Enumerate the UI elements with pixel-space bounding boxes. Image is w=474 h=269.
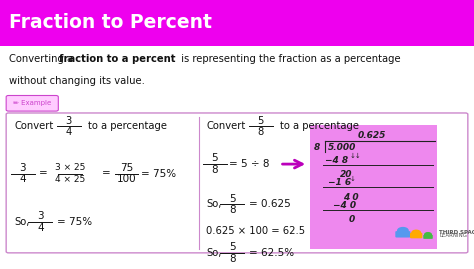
- Text: THIRD SPACE: THIRD SPACE: [439, 230, 474, 235]
- Text: 8: 8: [314, 143, 320, 153]
- Text: 5.000: 5.000: [328, 143, 356, 153]
- Text: −4 0: −4 0: [333, 201, 356, 210]
- Text: 5: 5: [257, 115, 264, 126]
- Text: 4: 4: [37, 223, 44, 233]
- Text: 4 × 25: 4 × 25: [55, 175, 85, 184]
- Text: ↓↓: ↓↓: [350, 153, 362, 159]
- FancyBboxPatch shape: [0, 0, 474, 46]
- Text: = 75%: = 75%: [57, 217, 92, 227]
- FancyBboxPatch shape: [410, 233, 422, 238]
- Text: LEARNING: LEARNING: [439, 233, 467, 238]
- Text: So,: So,: [206, 199, 221, 210]
- Text: =: =: [102, 168, 110, 179]
- Text: to a percentage: to a percentage: [280, 121, 359, 132]
- Text: 3: 3: [19, 162, 26, 173]
- FancyBboxPatch shape: [6, 95, 58, 111]
- Text: Convert: Convert: [14, 121, 54, 132]
- Text: =: =: [39, 168, 47, 179]
- Text: So,: So,: [206, 248, 221, 258]
- Text: 4 0: 4 0: [343, 193, 358, 202]
- Circle shape: [412, 230, 420, 235]
- Text: ↓: ↓: [350, 176, 356, 182]
- Circle shape: [398, 228, 408, 233]
- FancyBboxPatch shape: [395, 231, 410, 238]
- Text: −1 6: −1 6: [328, 178, 352, 187]
- Circle shape: [425, 233, 431, 236]
- Text: 3 × 25: 3 × 25: [55, 163, 85, 172]
- Text: 8: 8: [229, 205, 236, 215]
- Text: 0.625: 0.625: [358, 131, 386, 140]
- Text: 100: 100: [117, 174, 137, 185]
- Text: 3: 3: [65, 115, 72, 126]
- Text: 0.625 × 100 = 62.5: 0.625 × 100 = 62.5: [206, 225, 305, 236]
- Text: 8: 8: [211, 165, 218, 175]
- Text: = 5 ÷ 8: = 5 ÷ 8: [229, 159, 269, 169]
- Text: 3: 3: [37, 211, 44, 221]
- Text: fraction to a percent: fraction to a percent: [59, 54, 176, 64]
- Text: 75: 75: [120, 162, 133, 173]
- Text: 5: 5: [229, 242, 236, 252]
- Text: 4: 4: [19, 174, 26, 185]
- Text: 4: 4: [65, 127, 72, 137]
- Text: = 62.5%: = 62.5%: [249, 248, 294, 258]
- Text: is representing the fraction as a percentage: is representing the fraction as a percen…: [178, 54, 401, 64]
- Text: 0: 0: [348, 215, 355, 224]
- Text: 8: 8: [229, 254, 236, 264]
- FancyBboxPatch shape: [423, 235, 433, 239]
- Text: = 75%: = 75%: [141, 168, 176, 179]
- Text: Convert: Convert: [206, 121, 246, 132]
- Text: Fraction to Percent: Fraction to Percent: [9, 13, 212, 32]
- FancyArrowPatch shape: [283, 160, 302, 168]
- Text: 5: 5: [211, 153, 218, 163]
- Text: without changing its value.: without changing its value.: [9, 76, 146, 86]
- Text: to a percentage: to a percentage: [88, 121, 167, 132]
- Text: −4 8: −4 8: [325, 155, 348, 165]
- Text: Converting a: Converting a: [9, 54, 77, 64]
- FancyBboxPatch shape: [6, 113, 468, 253]
- Text: 20: 20: [340, 170, 353, 179]
- Text: ✏ Example: ✏ Example: [13, 100, 51, 106]
- Text: = 0.625: = 0.625: [249, 199, 291, 210]
- Text: 8: 8: [257, 127, 264, 137]
- Text: So,: So,: [14, 217, 29, 227]
- Text: 5: 5: [229, 193, 236, 204]
- FancyBboxPatch shape: [310, 125, 437, 249]
